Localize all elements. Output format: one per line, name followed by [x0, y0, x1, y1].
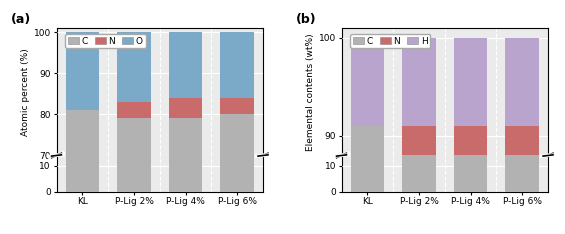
Bar	[169, 98, 202, 118]
Text: Elemental contents (wt%): Elemental contents (wt%)	[306, 33, 315, 151]
Bar	[66, 0, 99, 192]
Bar	[117, 32, 151, 102]
Bar	[66, 32, 99, 110]
Bar	[402, 155, 436, 234]
Bar	[220, 114, 254, 234]
Bar	[454, 165, 488, 234]
Bar	[454, 38, 488, 126]
Bar	[454, 126, 488, 165]
Bar	[169, 118, 202, 234]
Bar	[350, 38, 384, 126]
Bar	[506, 165, 539, 234]
Bar	[402, 0, 436, 192]
Bar	[117, 0, 151, 192]
Bar	[117, 102, 151, 118]
Bar	[169, 32, 202, 98]
Bar	[506, 0, 539, 192]
Bar	[220, 0, 254, 192]
Legend: C, N, H: C, N, H	[350, 34, 431, 48]
Bar	[117, 118, 151, 234]
Bar	[350, 126, 384, 234]
Text: (b): (b)	[296, 13, 317, 26]
Text: (a): (a)	[11, 13, 31, 26]
Bar	[402, 126, 436, 155]
Bar	[220, 98, 254, 114]
Legend: C, N, O: C, N, O	[65, 34, 146, 48]
Bar	[220, 32, 254, 98]
Bar	[506, 126, 539, 165]
Bar	[350, 0, 384, 192]
Bar	[169, 0, 202, 192]
Bar	[506, 38, 539, 126]
Bar	[402, 38, 436, 126]
Bar	[454, 0, 488, 192]
Bar	[66, 110, 99, 234]
Text: Atomic percent (%): Atomic percent (%)	[21, 48, 30, 136]
